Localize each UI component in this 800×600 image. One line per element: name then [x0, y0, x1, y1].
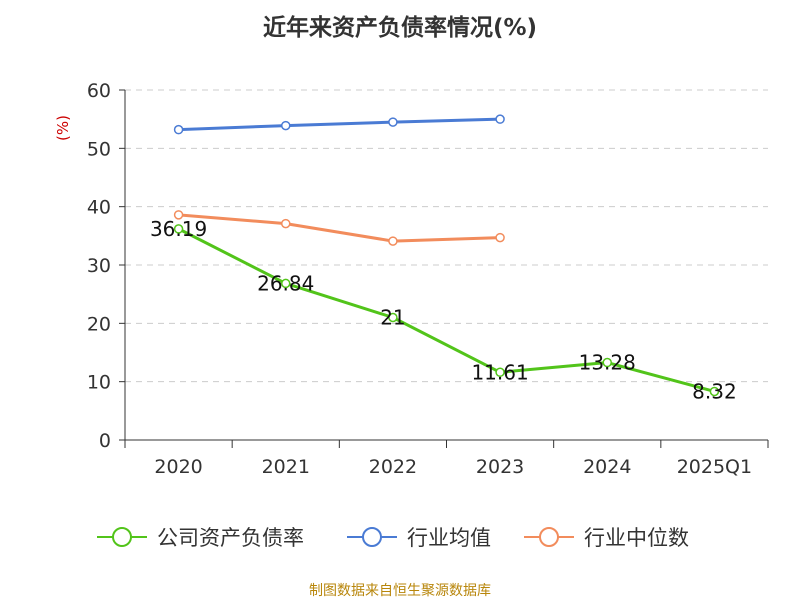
y-tick-label: 0 — [99, 430, 111, 452]
x-tick-label: 2025Q1 — [677, 456, 752, 478]
x-tick-label: 2020 — [154, 456, 202, 478]
legend-label: 公司资产负债率 — [157, 526, 304, 550]
data-point — [173, 210, 184, 220]
data-label: 11.61 — [471, 360, 528, 384]
data-point — [709, 386, 720, 397]
data-point — [388, 117, 398, 127]
x-tick-label: 2021 — [262, 456, 310, 478]
series-line — [177, 227, 715, 393]
y-axis-title: (%) — [54, 115, 72, 141]
data-point — [495, 114, 505, 124]
legend-label: 行业中位数 — [584, 526, 689, 550]
y-tick-label: 40 — [87, 197, 111, 219]
series-line — [178, 117, 501, 132]
legend-label: 行业均值 — [407, 526, 491, 550]
x-tick-label: 2023 — [476, 456, 524, 478]
data-point — [388, 312, 398, 323]
legend-marker — [539, 527, 559, 547]
data-label: 8.32 — [692, 379, 737, 403]
x-tick-label: 2022 — [369, 456, 417, 478]
data-point — [495, 367, 505, 378]
data-point — [173, 124, 184, 135]
data-label: 21 — [380, 306, 405, 330]
data-point — [173, 224, 184, 234]
x-tick-label: 2024 — [583, 456, 631, 478]
series-line — [178, 213, 501, 243]
data-point — [281, 120, 291, 131]
data-label: 13.28 — [579, 351, 636, 375]
y-tick-label: 20 — [87, 313, 111, 335]
legend-marker — [112, 527, 132, 547]
chart-title: 近年来资产负债率情况(%) — [262, 15, 538, 41]
data-point — [495, 232, 505, 243]
data-label: 36.19 — [150, 217, 207, 241]
data-point — [388, 236, 398, 246]
source-note: 制图数据来自恒生聚源数据库 — [309, 583, 491, 599]
data-label: 26.84 — [257, 271, 314, 295]
y-tick-label: 60 — [87, 80, 111, 102]
y-tick-label: 50 — [87, 138, 111, 160]
legend-marker — [362, 527, 382, 547]
data-point — [281, 278, 291, 289]
y-tick-label: 30 — [87, 255, 111, 277]
y-tick-label: 10 — [87, 372, 111, 394]
data-point — [602, 357, 612, 368]
data-point — [281, 218, 291, 229]
